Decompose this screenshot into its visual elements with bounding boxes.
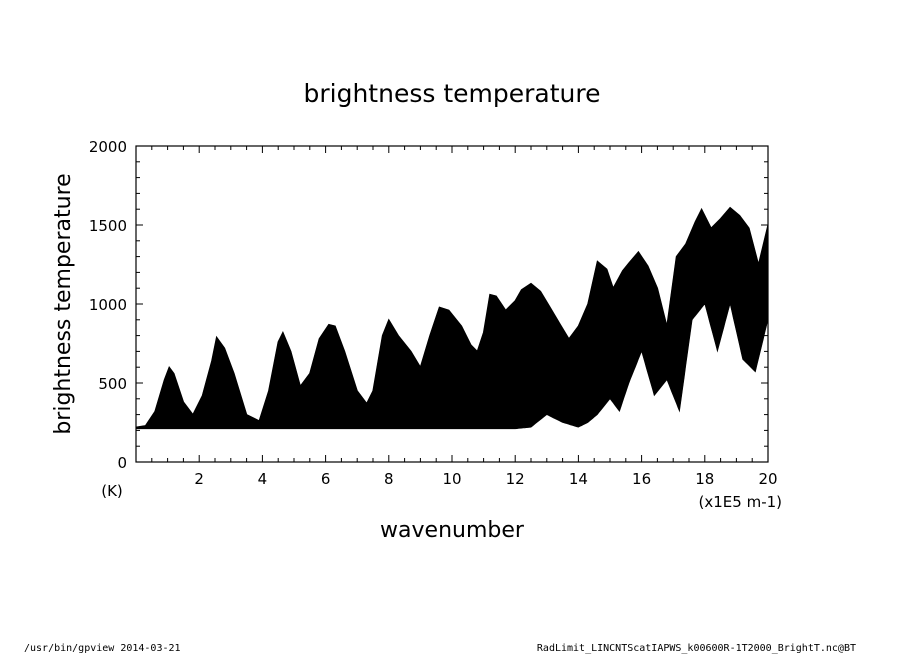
y-tick-label: 0 [117, 454, 127, 472]
y-tick-label: 1000 [89, 296, 127, 314]
chart-marks [135, 206, 769, 430]
x-tick-label: 6 [321, 470, 331, 488]
y-tick-label: 2000 [89, 138, 127, 156]
chart-title: brightness temperature [304, 79, 601, 108]
x-tick-label: 8 [384, 470, 394, 488]
upper-envelope-line [135, 206, 769, 428]
footer-right: RadLimit_LINCNTScatIAPWS_k00600R-1T2000_… [537, 643, 856, 654]
x-axis-label: wavenumber [380, 518, 525, 543]
footer-left: /usr/bin/gpview 2014-03-21 [24, 643, 181, 654]
axis-ticks [136, 146, 768, 462]
y-tick-label: 500 [98, 375, 127, 393]
x-tick-label: 10 [442, 470, 461, 488]
x-tick-label: 2 [194, 470, 204, 488]
y-tick-labels: 0 500 1000 1500 2000 [89, 138, 127, 472]
x-tick-label: 18 [695, 470, 714, 488]
y-axis-label: brightness temperature [51, 173, 76, 434]
x-tick-label: 12 [506, 470, 525, 488]
brightness-temperature-band [135, 207, 769, 430]
y-tick-label: 1500 [89, 217, 127, 235]
x-tick-label: 20 [758, 470, 777, 488]
y-unit-label: (K) [101, 482, 123, 500]
x-tick-label: 14 [569, 470, 588, 488]
x-tick-labels: 2 4 6 8 10 12 14 16 18 20 [194, 470, 777, 488]
x-tick-label: 16 [632, 470, 651, 488]
x-unit-label: (x1E5 m-1) [699, 493, 782, 511]
x-tick-label: 4 [258, 470, 268, 488]
